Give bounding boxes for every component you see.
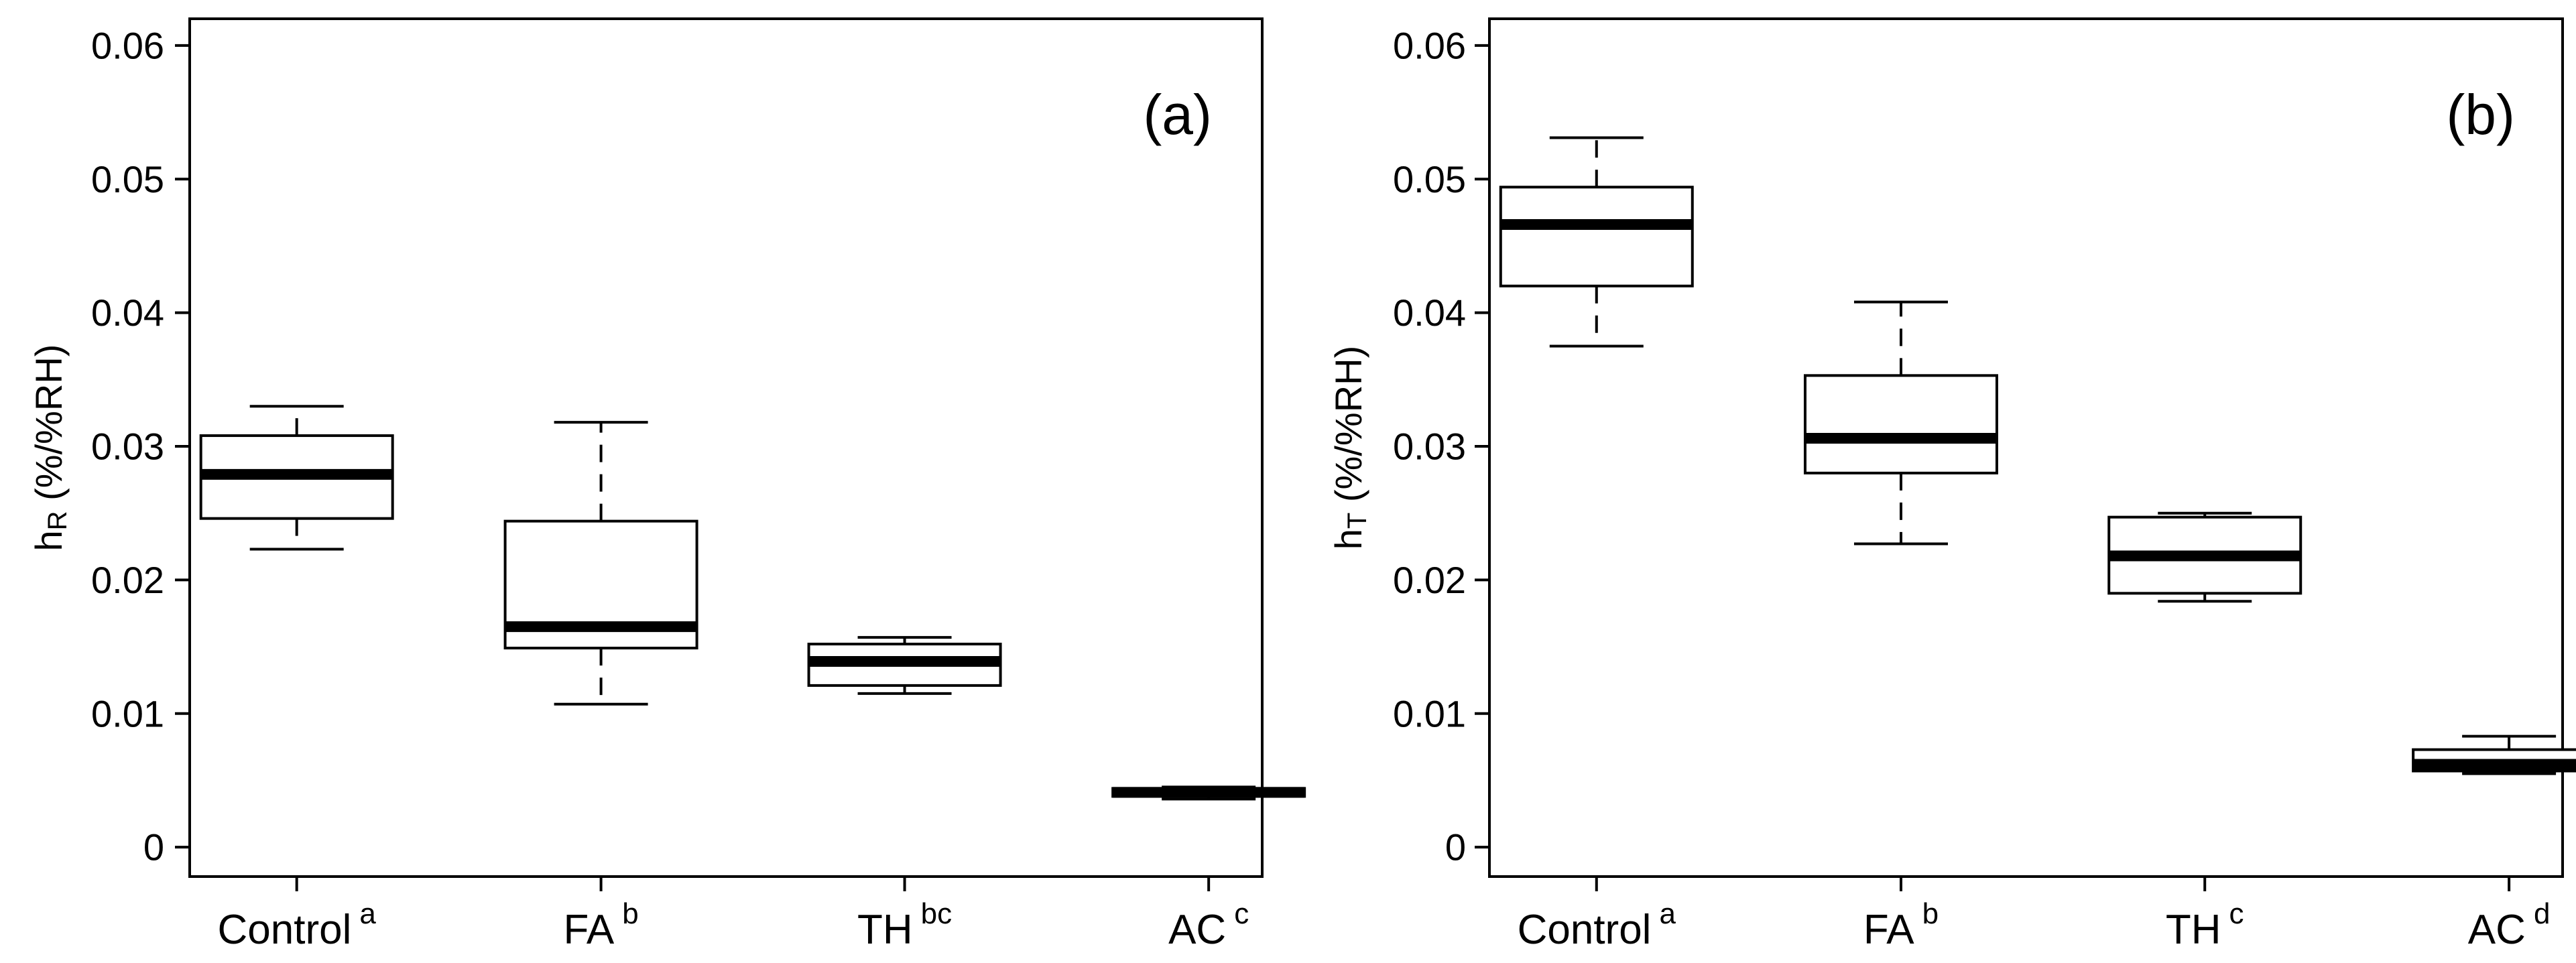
y-tick-label: 0.05 — [91, 158, 164, 200]
category-label: Control a — [218, 897, 377, 953]
box-ac — [1111, 785, 1306, 801]
category-superscript: bc — [921, 897, 952, 930]
category-label: Control a — [1518, 897, 1676, 953]
y-tick-label: 0.02 — [91, 559, 164, 601]
y-tick-label: 0 — [143, 826, 164, 869]
y-tick-label: 0.06 — [91, 24, 164, 66]
box-th — [807, 636, 1002, 695]
category-name: Control — [1518, 907, 1652, 953]
y-tick-label: 0.04 — [1393, 292, 1466, 334]
panel-b: 0 0.01 0.02 0.03 0.04 0.05 0.06 Control a FA b TH c A… — [1327, 17, 2576, 953]
iqr-box — [1499, 186, 1694, 287]
category-name: FA — [563, 907, 614, 953]
category-name: Control — [218, 907, 352, 953]
y-axis-label-units: (%/%RH) — [1327, 346, 1369, 513]
y-axis-label-base: h — [27, 530, 70, 551]
panel-label: (b) — [2446, 83, 2515, 146]
panel-label: (a) — [1143, 83, 1212, 146]
category-name: AC — [1168, 907, 1226, 953]
y-axis-label: hT (%/%RH) — [1327, 346, 1373, 550]
y-axis-label: hR (%/%RH) — [27, 344, 73, 552]
y-axis-label-base: h — [1327, 529, 1369, 550]
y-tick-label: 0.05 — [1393, 158, 1466, 200]
category-label: TH bc — [857, 897, 952, 953]
category-label: AC d — [2468, 897, 2551, 953]
y-tick-label: 0.01 — [91, 692, 164, 734]
category-superscript: b — [622, 897, 638, 930]
y-axis-label-subscript: R — [43, 511, 72, 530]
box-fa — [503, 421, 698, 706]
category-superscript: a — [1659, 897, 1676, 930]
y-axis-label-units: (%/%RH) — [27, 344, 70, 511]
y-tick-label: 0.01 — [1393, 692, 1466, 734]
plot-frame — [1488, 17, 2564, 878]
category-label: FA b — [1863, 897, 1939, 953]
box-ac — [2412, 734, 2576, 775]
category-name: TH — [857, 907, 913, 953]
y-tick-label: 0.03 — [91, 426, 164, 468]
y-tick-label: 0.04 — [91, 292, 164, 334]
y-tick-label: 0.06 — [1393, 24, 1466, 66]
category-name: TH — [2166, 907, 2221, 953]
category-superscript: a — [359, 897, 376, 930]
box-control — [199, 405, 394, 551]
y-axis-label-subscript: T — [1343, 513, 1372, 529]
category-superscript: c — [2229, 897, 2244, 930]
box-fa — [1803, 300, 1998, 545]
category-name: AC — [2468, 907, 2526, 953]
category-superscript: b — [1922, 897, 1939, 930]
box-control — [1499, 136, 1694, 348]
category-label: FA b — [563, 897, 638, 953]
category-label: AC c — [1168, 897, 1249, 953]
y-tick-label: 0.03 — [1393, 426, 1466, 468]
category-label: TH c — [2166, 897, 2244, 953]
category-superscript: d — [2534, 897, 2550, 930]
category-name: FA — [1863, 907, 1914, 953]
category-superscript: c — [1234, 897, 1249, 930]
iqr-box — [1803, 374, 1998, 474]
box-th — [2107, 511, 2303, 603]
y-tick-label: 0 — [1445, 826, 1466, 869]
y-tick-label: 0.02 — [1393, 559, 1466, 601]
